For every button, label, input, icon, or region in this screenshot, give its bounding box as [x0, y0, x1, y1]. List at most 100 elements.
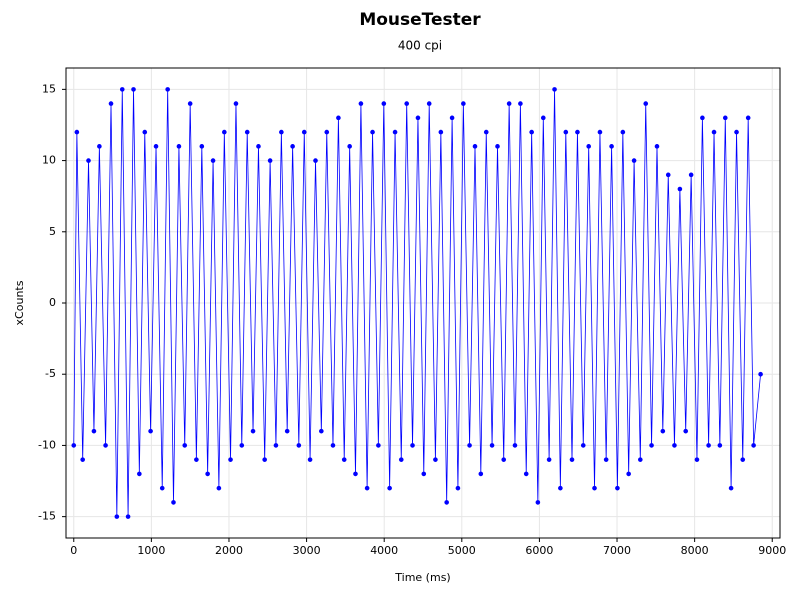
- data-point: [103, 443, 108, 448]
- data-point: [262, 457, 267, 462]
- data-point: [626, 471, 631, 477]
- data-point: [256, 144, 261, 149]
- data-point: [392, 129, 398, 135]
- data-point: [638, 457, 643, 462]
- data-point: [540, 115, 546, 121]
- data-point: [171, 500, 176, 505]
- data-point: [495, 144, 500, 149]
- data-point: [313, 158, 318, 163]
- x-tick-label: 2000: [215, 544, 243, 557]
- y-axis-label: xCounts: [13, 280, 26, 325]
- chart-title: MouseTester: [359, 10, 481, 30]
- data-point: [137, 471, 142, 477]
- data-point: [131, 87, 136, 92]
- data-point: [672, 443, 677, 448]
- data-point: [159, 485, 165, 491]
- data-point: [176, 144, 182, 149]
- data-point: [688, 172, 694, 178]
- data-point: [586, 144, 591, 149]
- x-tick-label: 3000: [293, 544, 321, 557]
- data-point: [546, 457, 552, 462]
- data-point: [575, 129, 580, 135]
- data-point: [415, 115, 421, 121]
- data-point: [461, 101, 466, 106]
- data-point: [717, 443, 723, 448]
- y-tick-label: -15: [38, 510, 56, 523]
- data-point: [74, 129, 80, 135]
- data-point: [444, 500, 449, 505]
- y-tick-label: -10: [38, 438, 56, 451]
- x-tick-label: 5000: [448, 544, 476, 557]
- data-point: [728, 485, 734, 491]
- data-point: [501, 457, 507, 462]
- data-point: [97, 144, 102, 149]
- data-point: [615, 485, 620, 491]
- data-point: [529, 129, 534, 135]
- x-tick-label: 7000: [603, 544, 631, 557]
- data-point: [751, 443, 756, 448]
- data-point: [273, 443, 279, 448]
- grid: [62, 68, 780, 542]
- data-point: [683, 428, 689, 434]
- data-point: [569, 457, 575, 462]
- data-point: [620, 129, 626, 135]
- data-point: [603, 457, 609, 462]
- y-tick-label: -5: [45, 367, 56, 380]
- data-point: [114, 514, 120, 519]
- x-tick-label: 0: [70, 544, 77, 557]
- data-point: [301, 129, 307, 135]
- data-point: [205, 471, 210, 477]
- y-tick-label: 10: [42, 154, 56, 167]
- data-point: [370, 129, 375, 135]
- data-point: [376, 443, 381, 448]
- data-point: [654, 144, 660, 149]
- data-point: [148, 428, 153, 434]
- data-point: [358, 101, 364, 106]
- data-point: [153, 144, 159, 149]
- data-point: [250, 428, 256, 434]
- data-point: [563, 129, 569, 135]
- data-point: [296, 443, 302, 448]
- data-point: [438, 129, 444, 135]
- data-point: [455, 485, 461, 491]
- data-point: [523, 471, 529, 477]
- data-point: [758, 371, 763, 377]
- data-point: [387, 485, 392, 491]
- data-point: [210, 158, 216, 163]
- data-point: [125, 514, 131, 519]
- x-tick-label: 4000: [370, 544, 398, 557]
- data-point: [381, 101, 387, 106]
- data-point: [233, 101, 239, 106]
- data-point: [119, 87, 125, 92]
- data-point: [700, 115, 705, 121]
- data-point: [711, 129, 717, 135]
- data-point: [80, 457, 85, 462]
- data-point: [187, 101, 193, 106]
- data-point: [244, 129, 250, 135]
- data-point: [199, 144, 205, 149]
- x-tick-label: 8000: [681, 544, 709, 557]
- data-point: [71, 443, 77, 448]
- x-tick-label: 6000: [525, 544, 553, 557]
- data-point: [449, 115, 455, 121]
- data-point: [552, 87, 557, 92]
- chart-subtitle: 400 cpi: [398, 39, 442, 53]
- data-point: [284, 428, 290, 434]
- data-point: [330, 443, 336, 448]
- data-point: [467, 443, 472, 448]
- data-point: [734, 129, 739, 135]
- data-point: [745, 115, 751, 121]
- data-point: [489, 443, 495, 448]
- data-point: [216, 485, 222, 491]
- data-point: [421, 471, 427, 477]
- y-tick-label: 0: [49, 296, 56, 309]
- data-point: [472, 144, 478, 149]
- data-point: [609, 144, 614, 149]
- data-point: [722, 115, 728, 121]
- data-point: [478, 471, 484, 477]
- data-point: [239, 443, 245, 448]
- data-point: [404, 101, 410, 106]
- data-point: [665, 172, 671, 178]
- data-point: [353, 471, 358, 477]
- data-point: [341, 457, 347, 462]
